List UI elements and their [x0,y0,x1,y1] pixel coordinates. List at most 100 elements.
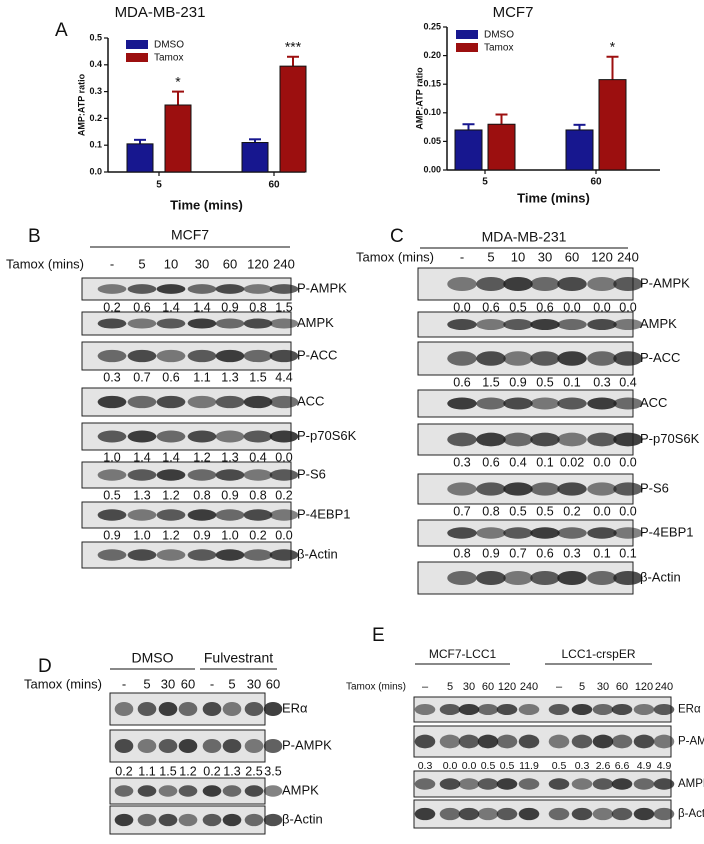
quantification: 0.0 [619,300,636,314]
lane-label: 120 [498,681,516,693]
blot-band [158,738,178,754]
row-label: ERα [282,700,308,715]
blot-band [447,570,477,586]
quantification: 0.4 [509,455,526,469]
blot-band [447,276,477,292]
quantification: 0.5 [481,760,496,772]
lane-label: 30 [597,681,609,693]
row-label: P-AMPK [678,736,704,748]
quantification: 1.3 [133,488,150,502]
blot-band [477,734,499,749]
lane-label: 60 [565,249,579,264]
blot-band [476,397,506,410]
lane-label: – [556,681,563,693]
quantification: 2.5 [245,764,262,778]
blot-band [633,807,655,821]
quantification: 6.6 [615,760,630,772]
quantification: 0.0 [593,504,610,518]
blot-band [156,509,186,521]
blot-band [114,738,134,754]
blot-band [244,813,264,827]
blot-band [243,349,273,363]
blot-band [215,395,245,409]
blot-band [592,704,614,715]
blot-band [530,319,560,330]
blot-band [156,349,186,363]
blot-band [215,430,245,443]
blot-band [97,349,127,363]
blot-band [530,482,560,496]
blot-band [503,397,533,410]
bar [598,79,627,171]
quantification: 0.3 [418,760,433,772]
quantification: 1.2 [162,528,179,542]
blot-band [476,527,506,539]
lane-label: 60 [616,681,628,693]
blot-band [243,469,273,481]
quantification: 0.9 [509,375,526,389]
panel-letter: B [28,226,41,247]
blot-band [447,432,477,447]
quantification: 1.2 [162,488,179,502]
blot-band [611,734,633,749]
x-tick-label: 60 [268,180,280,191]
quantification: 0.0 [593,300,610,314]
blot-band [613,397,643,410]
blot-band [158,785,178,797]
lane-label: 10 [164,256,178,271]
bar [126,143,154,173]
y-tick-label: 0.25 [423,21,441,31]
quantification: 11.9 [519,760,539,772]
blot-band [156,430,186,443]
row-label: P-AMPK [282,737,332,752]
blot-band [178,738,198,754]
quantification: 0.4 [619,375,636,389]
quantification: 0.3 [575,760,590,772]
blot-band [557,319,587,330]
lane-label: 5 [487,249,494,264]
blot-band [244,738,264,754]
tamox-label: Tamox (mins) [346,682,406,693]
significance: * [610,38,616,54]
blot-band [653,778,675,790]
quantification: 0.8 [249,488,266,502]
quantification: 0.2 [203,764,220,778]
lane-label: 120 [247,256,269,271]
quantification: 1.2 [179,764,196,778]
blot-band [613,276,643,292]
quantification: 0.7 [509,546,526,560]
blot-band [587,397,617,410]
blot-band [557,397,587,410]
quantification: 0.6 [482,300,499,314]
y-tick-label: 0.4 [89,59,102,69]
legend-swatch [126,53,148,62]
bar [279,65,307,173]
x-axis-label: Time (mins) [517,190,590,205]
tamox-label: Tamox (mins) [24,676,102,691]
row-label: AMPK [282,782,319,797]
blot-band [178,813,198,827]
quantification: 0.0 [619,455,636,469]
blot-band [269,349,299,363]
blot-band [156,318,186,329]
blot-band [496,734,518,749]
blot-band [187,509,217,521]
panel-letter: A [55,20,68,41]
blot-band [263,785,283,797]
blot-band [127,395,157,409]
blot-band [187,549,217,561]
y-tick-label: 0.05 [423,136,441,146]
blot-band [215,469,245,481]
row-label: P-S6 [640,480,669,495]
blot-band [613,527,643,539]
blot-band [414,704,436,715]
blot-band [215,284,245,294]
x-tick-label: 5 [156,180,162,191]
blot-band [156,284,186,294]
blot-band [530,397,560,410]
row-label: AMPK [678,778,704,790]
blot-band [633,734,655,749]
blot-band [439,734,461,749]
quantification: 2.6 [596,760,611,772]
quantification: 0.7 [453,504,470,518]
